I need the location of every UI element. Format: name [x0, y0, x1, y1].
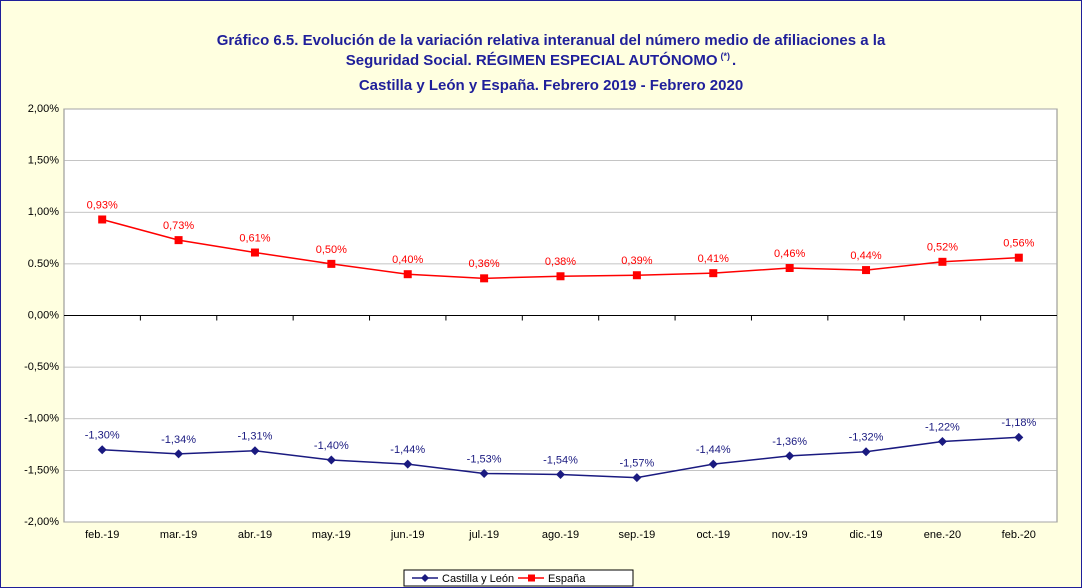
- data-label: -1,32%: [849, 432, 884, 444]
- data-label: 0,52%: [927, 242, 958, 254]
- title-end: .: [732, 52, 736, 69]
- marker: [709, 269, 718, 278]
- y-tick-label: 2,00%: [28, 103, 59, 115]
- x-tick-label: sep.-19: [619, 529, 656, 541]
- data-label: 0,46%: [774, 248, 805, 260]
- marker: [937, 436, 947, 446]
- data-label: -1,18%: [1001, 417, 1036, 429]
- marker: [479, 468, 489, 478]
- y-tick-label: 0.50%: [28, 258, 59, 270]
- legend-marker: [528, 574, 535, 582]
- y-tick-label: 1,00%: [28, 206, 59, 218]
- marker: [1014, 432, 1024, 442]
- data-label: 0,50%: [316, 244, 347, 256]
- marker: [403, 270, 412, 279]
- y-tick-label: -1,50%: [24, 464, 59, 476]
- data-label: -1,40%: [314, 440, 349, 452]
- marker: [632, 473, 642, 483]
- x-tick-label: oct.-19: [696, 529, 730, 541]
- marker: [326, 455, 336, 465]
- marker: [556, 272, 565, 281]
- marker: [480, 274, 489, 283]
- x-tick-label: feb.-20: [1002, 529, 1036, 541]
- legend-label: España: [548, 573, 586, 585]
- data-label: -1,36%: [772, 436, 807, 448]
- data-label: 0,36%: [469, 258, 500, 270]
- data-label: -1,54%: [543, 454, 578, 466]
- data-label: 0,93%: [87, 199, 118, 211]
- legend-marker: [421, 574, 429, 582]
- data-label: -1,31%: [238, 431, 273, 443]
- title-text: Seguridad Social. RÉGIMEN ESPECIAL AUTÓN…: [346, 51, 718, 69]
- marker: [708, 459, 718, 469]
- data-label: -1,30%: [85, 430, 120, 442]
- x-tick-label: ene.-20: [924, 529, 961, 541]
- legend-label: Castilla y León: [442, 573, 514, 585]
- x-tick-label: feb.-19: [85, 529, 119, 541]
- marker: [250, 248, 259, 257]
- y-tick-label: -2,00%: [24, 516, 59, 528]
- x-tick-label: jun.-19: [390, 529, 425, 541]
- x-tick-label: nov.-19: [772, 529, 808, 541]
- marker: [327, 259, 336, 268]
- chart-title-line: Seguridad Social. RÉGIMEN ESPECIAL AUTÓN…: [346, 51, 736, 69]
- data-label: 0,61%: [239, 232, 270, 244]
- marker: [785, 451, 795, 461]
- data-label: 0,39%: [621, 255, 652, 267]
- marker: [862, 266, 871, 275]
- marker: [785, 264, 794, 273]
- data-label: 0,73%: [163, 220, 194, 232]
- data-label: -1,44%: [696, 444, 731, 456]
- marker: [861, 447, 871, 457]
- marker: [403, 459, 413, 469]
- data-label: -1,57%: [619, 458, 654, 470]
- x-tick-label: may.-19: [312, 529, 351, 541]
- data-label: 0,41%: [698, 253, 729, 265]
- y-tick-label: -1,00%: [24, 413, 59, 425]
- x-tick-label: mar.-19: [160, 529, 197, 541]
- x-tick-label: jul.-19: [468, 529, 499, 541]
- x-tick-label: abr.-19: [238, 529, 272, 541]
- data-label: -1,34%: [161, 434, 196, 446]
- y-tick-label: 0,00%: [28, 309, 59, 321]
- marker: [556, 470, 565, 480]
- title-note: (*): [721, 51, 731, 61]
- marker: [98, 215, 107, 224]
- y-tick-label: -0,50%: [24, 361, 59, 373]
- marker: [174, 449, 184, 459]
- marker: [97, 445, 107, 455]
- x-tick-label: dic.-19: [850, 529, 883, 541]
- data-label: -1,53%: [467, 453, 502, 465]
- marker: [938, 257, 947, 266]
- data-label: 0,56%: [1003, 238, 1034, 250]
- data-label: 0,38%: [545, 256, 576, 268]
- marker: [250, 446, 260, 456]
- x-tick-label: ago.-19: [542, 529, 579, 541]
- chart-subtitle: Castilla y León y España. Febrero 2019 -…: [359, 77, 743, 94]
- data-label: -1,44%: [390, 444, 425, 456]
- marker: [174, 236, 183, 245]
- marker: [632, 271, 641, 280]
- chart-title: Gráfico 6.5. Evolución de la variación r…: [217, 32, 886, 49]
- marker: [1014, 253, 1023, 262]
- y-tick-label: 1,50%: [28, 155, 59, 167]
- data-label: -1,22%: [925, 421, 960, 433]
- data-label: 0,44%: [850, 250, 881, 262]
- data-label: 0,40%: [392, 254, 423, 266]
